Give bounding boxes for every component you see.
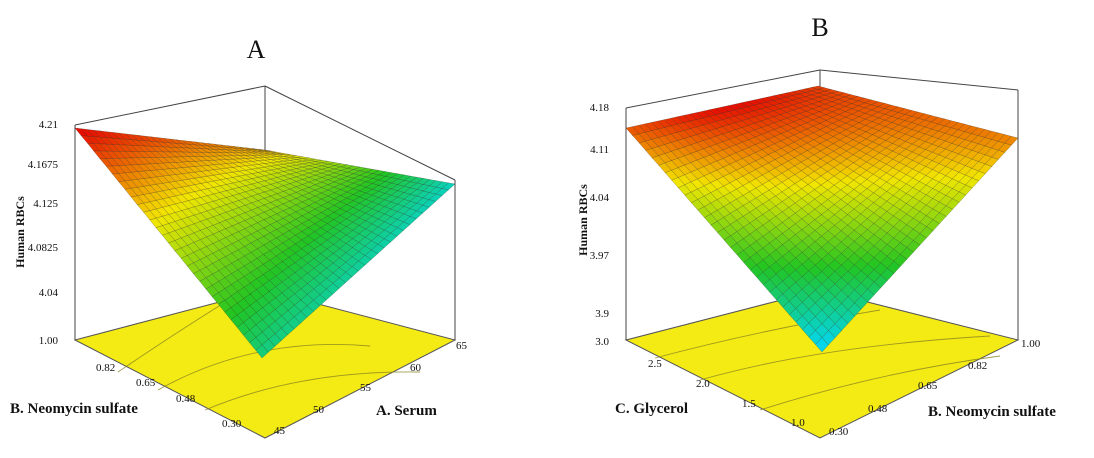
z-tick-label: 3.97 bbox=[590, 250, 610, 262]
z-tick-label: 4.18 bbox=[590, 102, 610, 114]
y-tick-label: 3.0 bbox=[595, 336, 609, 348]
y-tick-label: 0.82 bbox=[96, 362, 115, 374]
z-tick-label: 3.9 bbox=[595, 308, 609, 320]
panel-b-y-axis: 2.5 2.0 1.5 1.0 C. Glycerol bbox=[615, 358, 805, 429]
z-tick-label: 4.04 bbox=[590, 192, 610, 204]
panel-a-box bbox=[74, 85, 456, 340]
x-axis-title: A. Serum bbox=[376, 403, 437, 419]
x-tick-label: 65 bbox=[456, 340, 468, 352]
z-tick-label: 4.21 bbox=[39, 119, 58, 131]
panel-label-a: A bbox=[247, 35, 266, 64]
panel-b: B 3.9 3.97 4.04 4.11 4.18 3.0 Human RBCs… bbox=[576, 13, 1056, 439]
y-tick-label: 2.5 bbox=[648, 358, 662, 370]
x-tick-label: 0.48 bbox=[868, 403, 888, 415]
panel-label-b: B bbox=[811, 13, 828, 42]
y-axis-title: C. Glycerol bbox=[615, 401, 688, 417]
x-tick-label: 1.00 bbox=[1021, 338, 1041, 350]
z-tick-label: 4.11 bbox=[590, 144, 609, 156]
x-tick-label: 0.30 bbox=[829, 426, 849, 438]
panel-b-x-axis: 0.30 0.48 0.65 0.82 1.00 B. Neomycin sul… bbox=[829, 338, 1056, 438]
y-tick-label: 0.30 bbox=[222, 418, 242, 430]
z-tick-label: 4.04 bbox=[39, 287, 59, 299]
panel-b-floor bbox=[624, 289, 1020, 439]
panel-a: A 4.04 4.0825 4.125 4.1675 4.21 1.00 Hum… bbox=[10, 35, 468, 439]
x-axis-title: B. Neomycin sulfate bbox=[928, 404, 1056, 420]
y-tick-label: 0.48 bbox=[176, 393, 196, 405]
z-tick-label: 4.125 bbox=[33, 198, 58, 210]
surface-cell bbox=[441, 182, 456, 190]
panel-a-z-axis: 4.04 4.0825 4.125 4.1675 4.21 1.00 Human… bbox=[13, 119, 59, 347]
panel-a-x-axis: 45 50 55 60 65 A. Serum bbox=[274, 340, 468, 437]
y-tick-label: 2.0 bbox=[696, 378, 710, 390]
z-axis-title: Human RBCs bbox=[576, 184, 590, 256]
y-tick-label: 1.5 bbox=[742, 398, 756, 410]
x-tick-label: 50 bbox=[313, 404, 325, 416]
x-tick-label: 60 bbox=[410, 362, 422, 374]
x-tick-label: 55 bbox=[360, 382, 372, 394]
y-tick-label: 0.65 bbox=[136, 377, 156, 389]
y-axis-title: B. Neomycin sulfate bbox=[10, 401, 138, 417]
panel-a-y-axis: 0.82 0.65 0.48 0.30 B. Neomycin sulfate bbox=[10, 362, 242, 430]
x-tick-label: 45 bbox=[274, 425, 286, 437]
y-tick-label: 1.00 bbox=[39, 335, 59, 347]
panel-b-surface bbox=[625, 85, 1019, 353]
panel-b-z-axis: 3.9 3.97 4.04 4.11 4.18 3.0 Human RBCs bbox=[576, 102, 610, 348]
panel-a-surface bbox=[74, 127, 456, 359]
z-axis-title: Human RBCs bbox=[13, 196, 27, 268]
x-tick-label: 0.65 bbox=[918, 380, 938, 392]
surface-cell bbox=[1004, 136, 1019, 146]
z-tick-label: 4.1675 bbox=[28, 159, 59, 171]
x-tick-label: 0.82 bbox=[968, 360, 987, 372]
y-tick-label: 1.0 bbox=[791, 417, 805, 429]
z-tick-label: 4.0825 bbox=[28, 242, 59, 254]
panel-a-floor bbox=[73, 289, 457, 439]
